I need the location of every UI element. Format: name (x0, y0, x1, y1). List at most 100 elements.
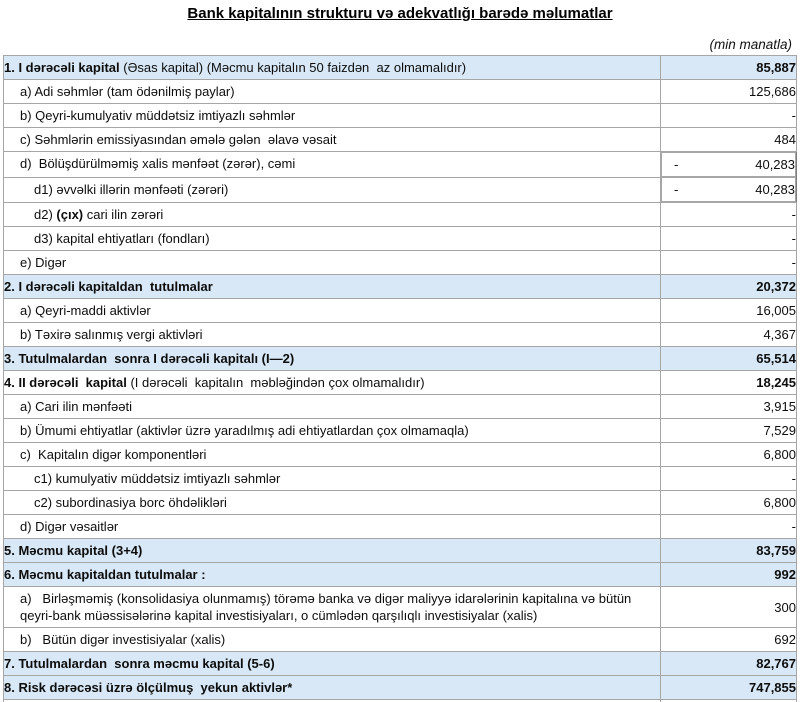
row-label-part: d1) əvvəlki illərin mənfəəti (zərəri) (34, 181, 229, 197)
row-value: 692 (660, 627, 797, 652)
table-row: a) Birləşməmiş (konsolidasiya olunmamış)… (3, 586, 797, 628)
row-label: b) Ümumi ehtiyatlar (aktivlər üzrə yarad… (3, 418, 661, 443)
row-value: - (660, 202, 797, 227)
row-value: - 40,283 (661, 152, 796, 177)
row-value: 484 (660, 127, 797, 152)
row-label-bold-part: 4. II dərəcəli kapital (4, 374, 127, 390)
row-label: b) Bütün digər investisiyalar (xalis) (3, 627, 661, 652)
table-row: c2) subordinasiya borc öhdəlikləri 6,800 (3, 490, 797, 515)
row-label: c1) kumulyativ müddətsiz imtiyazlı səhml… (3, 466, 661, 491)
table-row: 4. II dərəcəli kapital (I dərəcəli kapit… (3, 370, 797, 395)
row-label-bold-part: (çıx) (56, 206, 84, 222)
row-label-bold-part: 6. Məcmu kapitaldan tutulmalar : (4, 566, 206, 582)
row-label: a) Birləşməmiş (konsolidasiya olunmamış)… (3, 586, 661, 628)
table-row: a) Adi səhmlər (tam ödənilmiş paylar) 125… (3, 79, 797, 104)
row-value: 3,915 (660, 394, 797, 419)
row-label-part: (I dərəcəli kapitalın məbləğindən çox ol… (126, 374, 425, 390)
row-label: d) Bölüşdürülməmiş xalis mənfəət (zərər)… (3, 151, 661, 178)
row-label: d2) (çıx) cari ilin zərəri (3, 202, 661, 227)
row-label-part: b) Ümumi ehtiyatlar (aktivlər üzrə yarad… (20, 422, 469, 438)
row-label: a) Adi səhmlər (tam ödənilmiş paylar) (3, 79, 661, 104)
table-row: c1) kumulyativ müddətsiz imtiyazlı səhml… (3, 466, 797, 491)
row-value: 83,759 (660, 538, 797, 563)
row-label-part: c1) kumulyativ müddətsiz imtiyazlı səhml… (34, 470, 281, 486)
unit-note: (min manatla) (709, 37, 792, 52)
table-row: 8. Risk dərəcəsi üzrə ölçülmuş yekun akt… (3, 675, 797, 700)
row-value: 992 (660, 562, 797, 587)
row-label-bold-part: 7. Tutulmalardan sonra məcmu kapital (5-… (4, 655, 275, 671)
table-row: b) Bütün digər investisiyalar (xalis) 692 (3, 627, 797, 652)
table-row: b) Ümumi ehtiyatlar (aktivlər üzrə yarad… (3, 418, 797, 443)
row-value: 747,855 (660, 675, 797, 700)
row-label: 3. Tutulmalardan sonra I dərəcəli kapita… (3, 346, 661, 371)
row-value: - (660, 250, 797, 275)
row-label-part: a) Qeyri-maddi aktivlər (20, 302, 151, 318)
row-value: 16,005 (660, 298, 797, 323)
row-label-part: d) Bölüşdürülməmiş xalis mənfəət (zərər)… (20, 156, 296, 172)
row-value: 65,514 (660, 346, 797, 371)
row-label-part: c) Kapitalın digər komponentləri (20, 446, 207, 462)
row-value: 7,529 (660, 418, 797, 443)
page-title: Bank kapitalının strukturu və adekvatlığ… (187, 5, 613, 22)
row-value: - (660, 226, 797, 251)
row-value: - (660, 466, 797, 491)
row-value: 82,767 (660, 651, 797, 676)
row-label: d1) əvvəlki illərin mənfəəti (zərəri) (3, 176, 661, 203)
row-label-part: a) Adi səhmlər (tam ödənilmiş paylar) (20, 83, 235, 99)
row-label-bold-part: 2. I dərəcəli kapitaldan tutulmalar (4, 278, 213, 294)
value-number: 40,283 (755, 157, 795, 172)
row-label-part: d3) kapital ehtiyatları (fondları) (34, 230, 210, 246)
row-value: 20,372 (660, 274, 797, 299)
row-label: c) Səhmlərin emissiyasından əmələ gələn … (3, 127, 661, 152)
table-row (3, 699, 797, 702)
row-label-part: b) Təxirə salınmış vergi aktivləri (20, 326, 203, 342)
row-label-bold-part: 1. I dərəcəli kapital (4, 59, 120, 75)
row-value: 6,800 (660, 490, 797, 515)
row-label-bold-part: 5. Məcmu kapital (3+4) (4, 542, 143, 558)
row-label: a) Qeyri-maddi aktivlər (3, 298, 661, 323)
row-label: 1. I dərəcəli kapital (Əsas kapital) (Mə… (3, 55, 661, 80)
row-label: 8. Risk dərəcəsi üzrə ölçülmuş yekun akt… (3, 675, 661, 700)
row-label-part: e) Digər (20, 254, 67, 270)
row-label: e) Digər (3, 250, 661, 275)
row-label-part: cari ilin zərəri (83, 206, 164, 222)
row-label-bold-part: 3. Tutulmalardan sonra I dərəcəli kapita… (4, 350, 295, 366)
capital-structure-table: 1. I dərəcəli kapital (Əsas kapital) (Mə… (3, 55, 797, 702)
row-label-part: c2) subordinasiya borc öhdəlikləri (34, 494, 227, 510)
row-label-part: d2) (34, 206, 57, 222)
table-row: d1) əvvəlki illərin mənfəəti (zərəri) - 40… (3, 176, 797, 203)
row-label: 2. I dərəcəli kapitaldan tutulmalar (3, 274, 661, 299)
row-label: d3) kapital ehtiyatları (fondları) (3, 226, 661, 251)
table-row: b) Qeyri-kumulyativ müddətsiz imtiyazlı … (3, 103, 797, 128)
negative-sign: - (674, 157, 679, 172)
row-value: - (660, 103, 797, 128)
table-row: 6. Məcmu kapitaldan tutulmalar : 992 (3, 562, 797, 587)
table-row: d) Bölüşdürülməmiş xalis mənfəət (zərər)… (3, 151, 797, 178)
table-row: 2. I dərəcəli kapitaldan tutulmalar 20,37… (3, 274, 797, 299)
row-label: 7. Tutulmalardan sonra məcmu kapital (5-… (3, 651, 661, 676)
table-row: a) Qeyri-maddi aktivlər 16,005 (3, 298, 797, 323)
row-value: 125,686 (660, 79, 797, 104)
row-value: 85,887 (660, 55, 797, 80)
row-label: 5. Məcmu kapital (3+4) (3, 538, 661, 563)
row-label-part: c) Səhmlərin emissiyasından əmələ gələn … (20, 131, 337, 147)
row-value: 300 (660, 586, 797, 628)
table-row: d) Digər vəsaitlər - (3, 514, 797, 539)
row-value: - 40,283 (661, 177, 796, 202)
row-label: d) Digər vəsaitlər (3, 514, 661, 539)
table-row: 5. Məcmu kapital (3+4) 83,759 (3, 538, 797, 563)
row-label-part: b) Bütün digər investisiyalar (xalis) (20, 631, 226, 647)
row-label: 6. Məcmu kapitaldan tutulmalar : (3, 562, 661, 587)
table-row: b) Təxirə salınmış vergi aktivləri 4,367 (3, 322, 797, 347)
row-value: - (660, 514, 797, 539)
table-row: 1. I dərəcəli kapital (Əsas kapital) (Mə… (3, 55, 797, 80)
row-label: b) Qeyri-kumulyativ müddətsiz imtiyazlı … (3, 103, 661, 128)
table-row: 3. Tutulmalardan sonra I dərəcəli kapita… (3, 346, 797, 371)
row-label-part: a) Cari ilin mənfəəti (20, 398, 132, 414)
table-row: c) Səhmlərin emissiyasından əmələ gələn … (3, 127, 797, 152)
negative-sign: - (674, 182, 679, 197)
row-label: c2) subordinasiya borc öhdəlikləri (3, 490, 661, 515)
row-label-bold-part: 8. Risk dərəcəsi üzrə ölçülmuş yekun akt… (4, 679, 293, 695)
row-label: c) Kapitalın digər komponentləri (3, 442, 661, 467)
